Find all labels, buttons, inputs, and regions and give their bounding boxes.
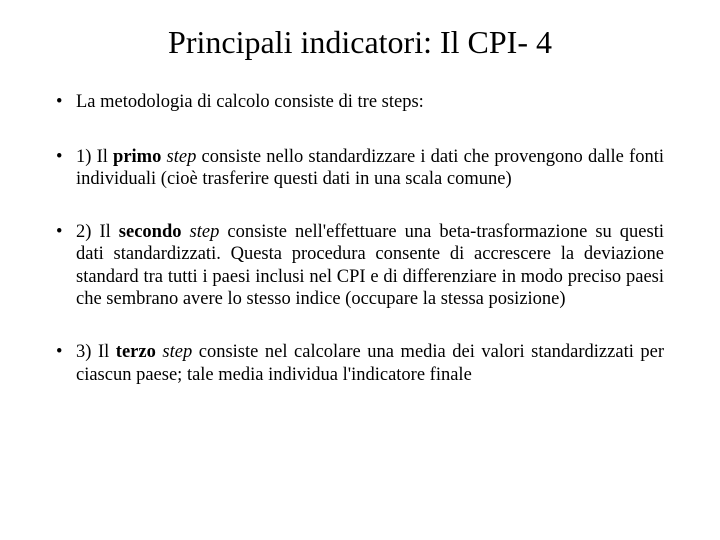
step-3: 3) Il terzo step consiste nel calcolare …: [56, 341, 664, 386]
intro-bullet: La metodologia di calcolo consiste di tr…: [56, 91, 664, 114]
step-2: 2) Il secondo step consiste nell'effettu…: [56, 221, 664, 311]
bullet-list: La metodologia di calcolo consiste di tr…: [56, 91, 664, 386]
step-2-word: step: [190, 222, 220, 242]
step-2-num: 2) Il: [76, 222, 119, 242]
step-3-word: step: [162, 342, 192, 362]
step-1-word: step: [167, 147, 197, 167]
step-1: 1) Il primo step consiste nello standard…: [56, 146, 664, 191]
step-2-ordinal: secondo: [119, 222, 190, 242]
step-3-ordinal: terzo: [116, 342, 163, 362]
step-1-num: 1) Il: [76, 147, 113, 167]
step-1-ordinal: primo: [113, 147, 166, 167]
page-title: Principali indicatori: Il CPI- 4: [56, 24, 664, 61]
step-3-num: 3) Il: [76, 342, 116, 362]
